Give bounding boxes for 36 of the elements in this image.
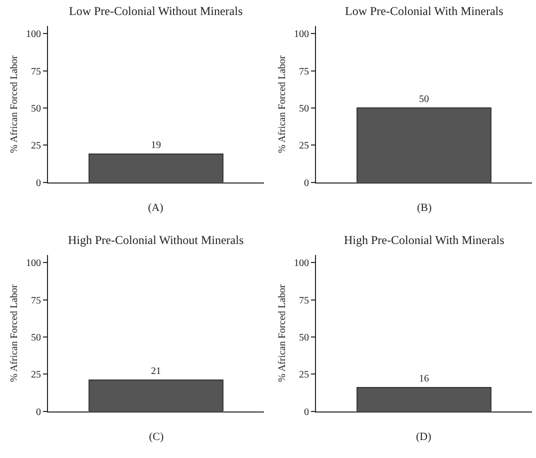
y-tick-label: 0 [304, 406, 309, 418]
y-axis-title: % African Forced Labor [277, 54, 288, 153]
x-axis-title: (C) [149, 431, 164, 443]
y-axis-title: % African Forced Labor [9, 284, 20, 382]
chart-title: Low Pre-Colonial With Minerals [345, 4, 504, 18]
x-axis-title: (B) [417, 202, 432, 214]
y-tick-label: 50 [299, 103, 309, 114]
y-tick-label: 0 [36, 406, 41, 418]
data-label: 50 [419, 94, 429, 105]
y-tick-label: 50 [31, 103, 41, 114]
x-axis-title: (D) [416, 431, 432, 443]
y-axis-title: % African Forced Labor [277, 284, 288, 382]
y-tick-label: 0 [304, 178, 309, 189]
chart-title: Low Pre-Colonial Without Minerals [69, 4, 243, 18]
y-axis-title: % African Forced Labor [9, 54, 20, 153]
x-axis-title: (A) [148, 202, 164, 214]
y-tick-label: 50 [31, 332, 41, 344]
data-label: 19 [151, 140, 161, 152]
chart-title: High Pre-Colonial Without Minerals [68, 233, 244, 247]
y-tick-label: 100 [294, 258, 309, 270]
y-tick-label: 25 [299, 370, 309, 381]
y-tick-label: 75 [31, 295, 41, 306]
y-tick-label: 75 [31, 66, 41, 78]
y-tick-label: 50 [299, 332, 309, 344]
data-label: 21 [151, 366, 161, 378]
y-tick-label: 100 [294, 29, 309, 40]
y-tick-label: 0 [36, 178, 41, 189]
y-tick-label: 100 [26, 29, 41, 40]
y-tick-label: 25 [31, 140, 41, 152]
y-tick-label: 25 [299, 140, 309, 152]
y-tick-label: 25 [31, 370, 41, 381]
y-tick-label: 100 [26, 258, 41, 270]
y-tick-label: 75 [299, 295, 309, 306]
data-label: 16 [419, 373, 429, 384]
y-tick-label: 75 [299, 66, 309, 78]
chart-title: High Pre-Colonial With Minerals [344, 233, 505, 247]
